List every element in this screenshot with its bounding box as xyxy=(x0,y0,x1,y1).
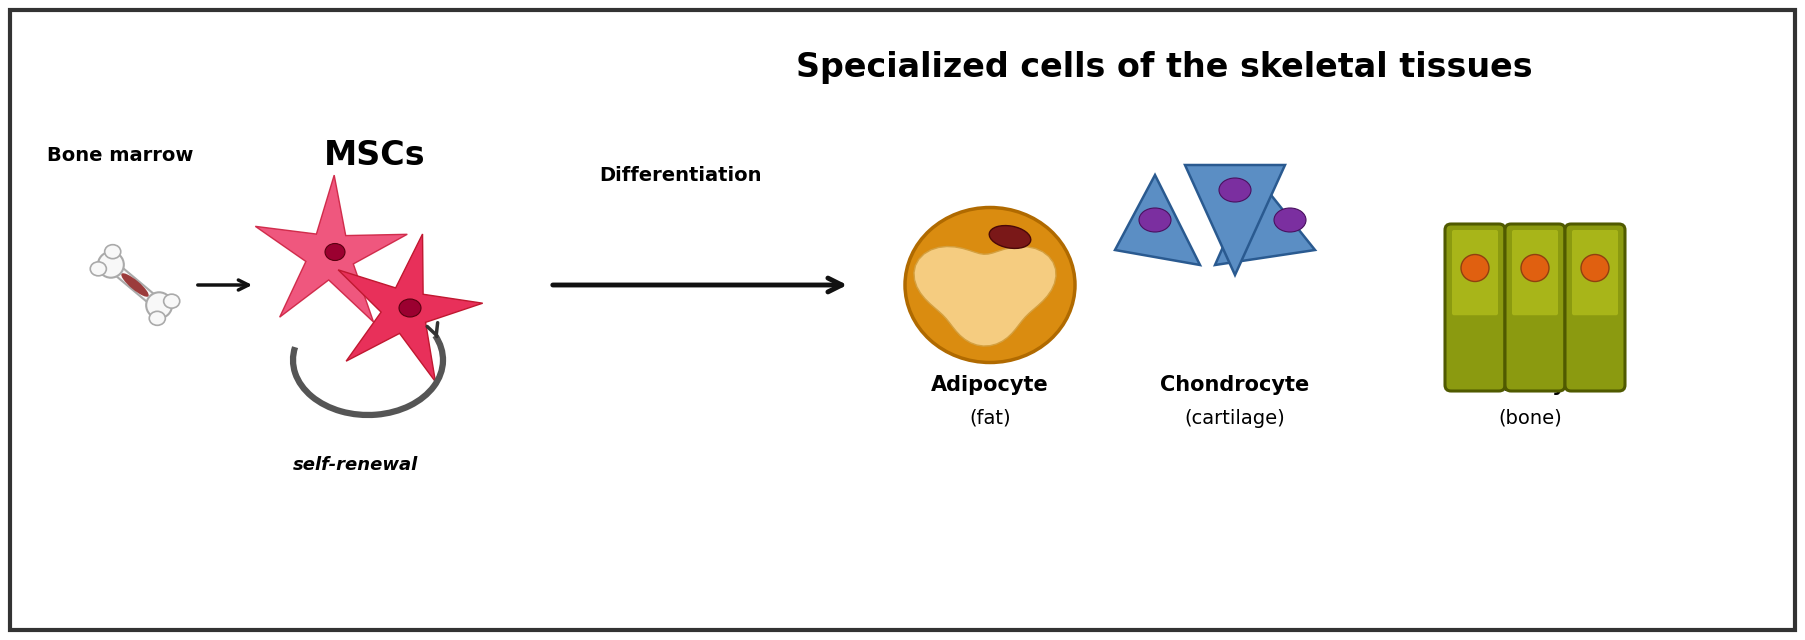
Ellipse shape xyxy=(1274,208,1307,232)
FancyBboxPatch shape xyxy=(1446,224,1505,391)
Ellipse shape xyxy=(1581,255,1608,282)
Text: Specialized cells of the skeletal tissues: Specialized cells of the skeletal tissue… xyxy=(796,51,1532,84)
Ellipse shape xyxy=(1218,178,1251,202)
Ellipse shape xyxy=(1139,208,1171,232)
Polygon shape xyxy=(1215,175,1316,265)
Polygon shape xyxy=(108,260,162,309)
Ellipse shape xyxy=(399,299,421,317)
Polygon shape xyxy=(913,246,1056,346)
Ellipse shape xyxy=(121,273,148,297)
Polygon shape xyxy=(338,234,482,382)
FancyBboxPatch shape xyxy=(11,10,1794,630)
Ellipse shape xyxy=(150,311,166,325)
FancyBboxPatch shape xyxy=(1505,224,1565,391)
Ellipse shape xyxy=(90,262,106,276)
Text: Bone marrow: Bone marrow xyxy=(47,145,193,164)
Ellipse shape xyxy=(325,243,345,260)
Ellipse shape xyxy=(97,252,125,278)
Text: (fat): (fat) xyxy=(969,408,1011,428)
Polygon shape xyxy=(255,175,408,322)
Text: Chondrocyte: Chondrocyte xyxy=(1161,375,1310,395)
Ellipse shape xyxy=(904,207,1076,362)
Ellipse shape xyxy=(146,292,171,318)
FancyBboxPatch shape xyxy=(1513,230,1558,316)
Ellipse shape xyxy=(105,244,121,259)
Text: MSCs: MSCs xyxy=(325,138,426,172)
Text: Osteocyte: Osteocyte xyxy=(1471,375,1590,395)
Text: Differentiation: Differentiation xyxy=(599,166,762,184)
Text: Adipocyte: Adipocyte xyxy=(931,375,1049,395)
FancyBboxPatch shape xyxy=(1565,224,1624,391)
Text: (cartilage): (cartilage) xyxy=(1184,408,1285,428)
Text: self-renewal: self-renewal xyxy=(292,456,417,474)
FancyBboxPatch shape xyxy=(1572,230,1617,316)
Ellipse shape xyxy=(1522,255,1549,282)
FancyBboxPatch shape xyxy=(1451,230,1498,316)
Text: (bone): (bone) xyxy=(1498,408,1561,428)
Ellipse shape xyxy=(1460,255,1489,282)
Polygon shape xyxy=(1186,165,1285,275)
Ellipse shape xyxy=(164,294,180,308)
Ellipse shape xyxy=(989,225,1031,248)
Polygon shape xyxy=(1115,175,1200,265)
